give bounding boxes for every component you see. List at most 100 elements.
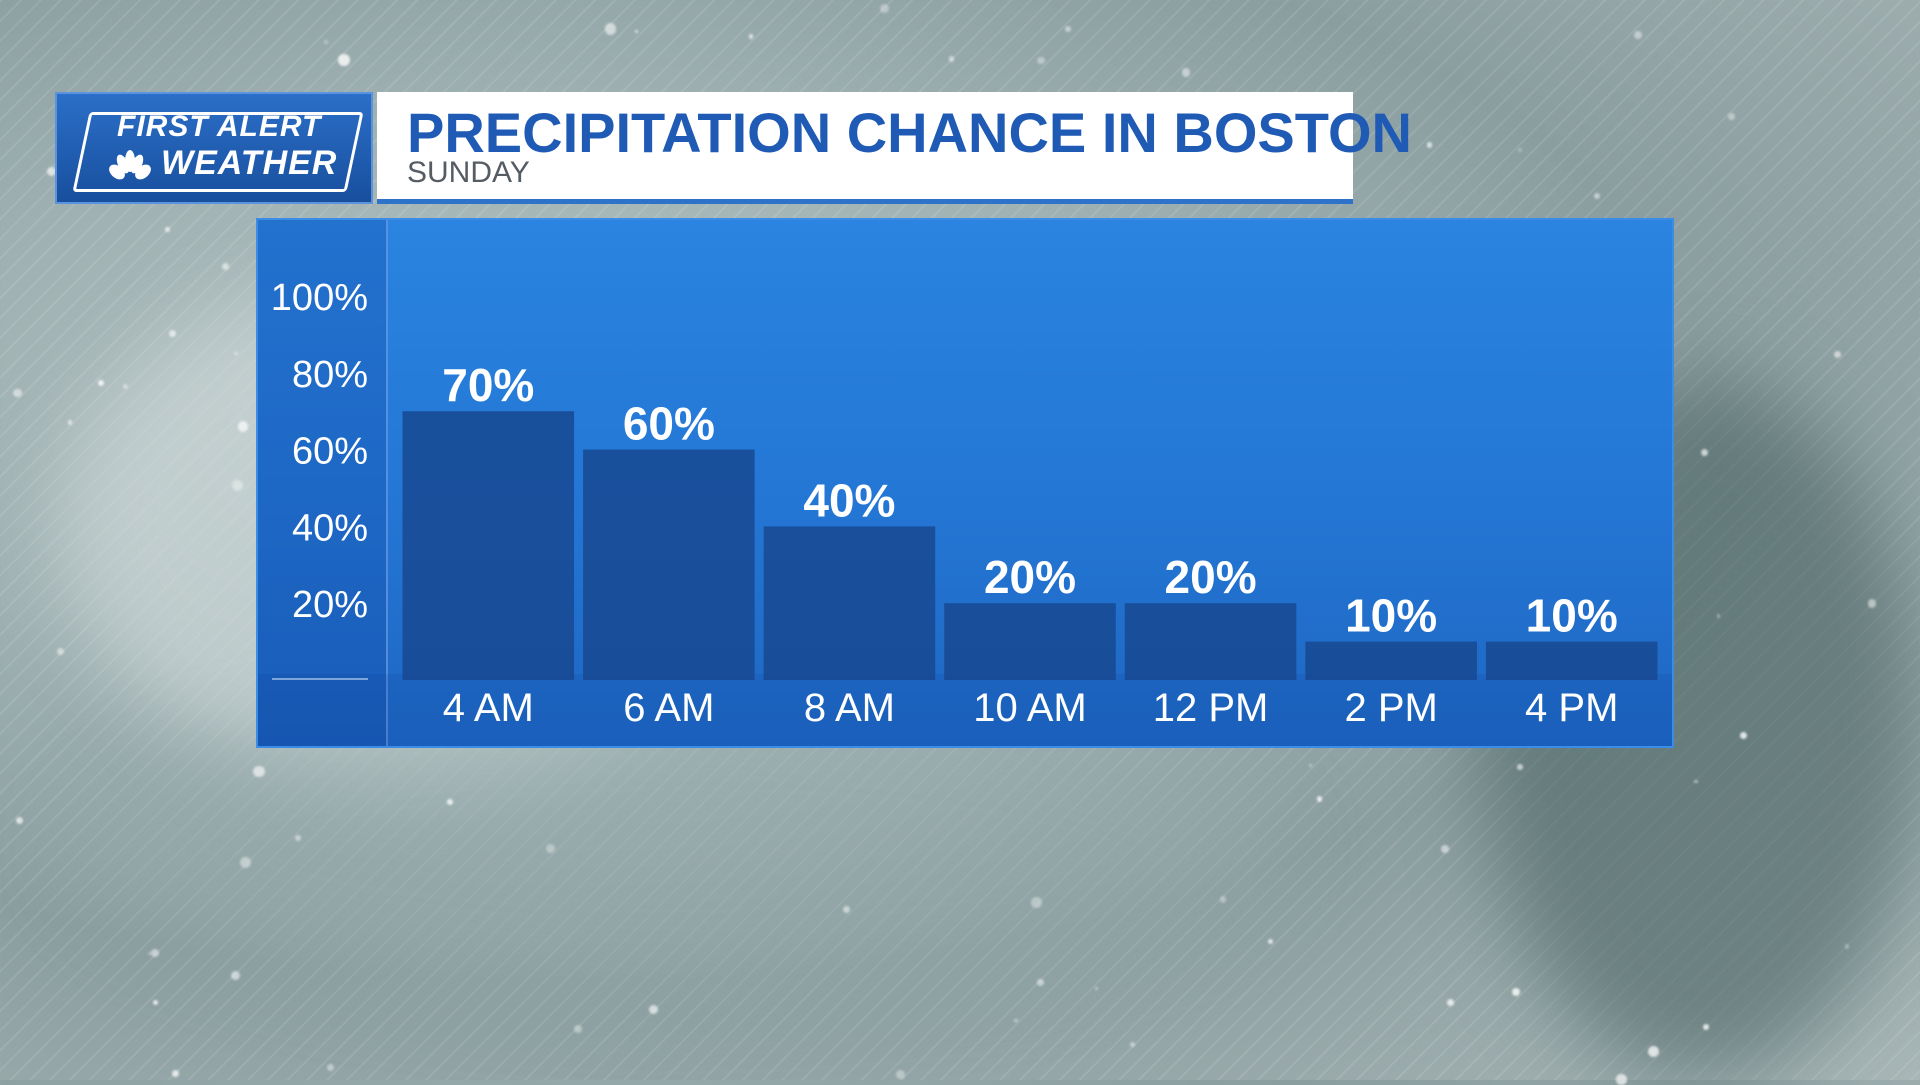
- bar: [763, 526, 936, 680]
- title-banner: PRECIPITATION CHANCE IN BOSTON SUNDAY: [377, 92, 1412, 204]
- snowflake: [1013, 1018, 1018, 1023]
- snowflake: [1648, 1045, 1660, 1058]
- snowflake: [1219, 895, 1227, 903]
- snowflake: [648, 1004, 658, 1015]
- snowflake: [1517, 147, 1523, 153]
- snowflake: [1447, 998, 1455, 1006]
- snowflake: [165, 227, 170, 232]
- snowflake: [230, 970, 240, 980]
- snowflake: [123, 384, 129, 390]
- snowflake: [237, 421, 249, 432]
- data-label: 20%: [984, 551, 1076, 603]
- snowflake: [231, 479, 244, 492]
- snowflake: [880, 3, 889, 13]
- bar: [583, 449, 755, 680]
- snowflake: [1867, 599, 1877, 609]
- bar: [1485, 641, 1658, 680]
- snowflake: [323, 40, 328, 45]
- snowflake: [56, 648, 64, 656]
- snowflake: [546, 843, 556, 853]
- snowflake: [1181, 67, 1191, 77]
- snowflake: [1634, 31, 1642, 40]
- chart-panel: 20% 40% 60% 80% 100% 70% 4 AM 60% 6 AM 40% 8 AM 20%…: [256, 218, 1674, 748]
- snowflake: [1426, 142, 1433, 148]
- snowflake: [240, 856, 252, 868]
- logo-line2: WEATHER: [161, 144, 338, 182]
- snowflake: [1740, 732, 1748, 740]
- snowflake: [221, 263, 229, 271]
- page-title: PRECIPITATION CHANCE IN BOSTON: [407, 101, 1412, 164]
- data-label: 10%: [1345, 590, 1437, 642]
- x-tick-label: 12 PM: [1153, 686, 1269, 730]
- snowflake: [842, 905, 850, 913]
- snowflake: [573, 1024, 582, 1034]
- bar: [402, 411, 575, 680]
- snowflake: [1844, 944, 1850, 949]
- data-label: 10%: [1526, 590, 1618, 642]
- snowflake: [1031, 897, 1042, 908]
- snowflake: [1594, 192, 1601, 199]
- snowflake: [1129, 1041, 1135, 1048]
- x-axis-band: [258, 674, 1672, 746]
- x-tick-label: 6 AM: [623, 686, 714, 730]
- first-alert-weather-logo: FIRST ALERT WEATHER: [55, 92, 373, 204]
- snowflake: [234, 351, 238, 356]
- snowflake: [748, 34, 754, 39]
- bar: [1305, 641, 1477, 680]
- snowflake: [634, 29, 639, 34]
- logo-line1: FIRST ALERT: [117, 110, 322, 143]
- snowflake: [67, 420, 73, 425]
- snowflake: [1308, 763, 1312, 767]
- snowflake: [1036, 978, 1045, 987]
- snowflake: [1064, 26, 1071, 32]
- snowflake: [1094, 986, 1098, 990]
- snowflake: [1267, 939, 1273, 945]
- snowflake: [13, 388, 22, 397]
- snowflake: [1701, 448, 1709, 457]
- snowflake: [46, 166, 57, 177]
- snowflake: [1702, 1023, 1710, 1031]
- page-subtitle: SUNDAY: [407, 156, 530, 189]
- snowflake: [152, 1000, 159, 1006]
- snowflake: [150, 949, 160, 958]
- bar: [1124, 603, 1297, 680]
- snowflake: [253, 765, 265, 778]
- snowflake: [169, 329, 177, 337]
- y-tick-label: 100%: [271, 277, 368, 319]
- y-axis-column: [258, 220, 388, 746]
- snowflake: [604, 23, 617, 35]
- snowflake: [1316, 796, 1323, 802]
- snowflake: [171, 1069, 179, 1077]
- background-blur-mid: [80, 700, 1280, 1000]
- snowflake: [338, 54, 350, 66]
- snowflake: [896, 1069, 906, 1079]
- snowflake: [1833, 350, 1841, 358]
- peacock-icon: [109, 150, 151, 180]
- y-tick-label: 80%: [292, 354, 368, 396]
- bar: [944, 603, 1116, 680]
- data-label: 60%: [623, 398, 715, 450]
- x-tick-label: 2 PM: [1344, 686, 1437, 730]
- snowflake: [447, 799, 453, 805]
- snowflake: [1037, 56, 1045, 64]
- x-tick-label: 8 AM: [804, 686, 895, 730]
- bar-chart: 20% 40% 60% 80% 100% 70% 4 AM 60% 6 AM 40% 8 AM 20%…: [271, 277, 1658, 730]
- snowflake: [294, 834, 302, 841]
- x-tick-label: 4 AM: [443, 686, 534, 730]
- snowflake: [97, 379, 104, 387]
- y-tick-label: 20%: [292, 584, 368, 626]
- snowflake: [948, 56, 955, 62]
- y-tick-label: 60%: [292, 431, 368, 473]
- snowflake: [327, 1064, 335, 1072]
- snowflake: [1517, 764, 1523, 770]
- snowflake: [1694, 779, 1698, 784]
- snowflake: [1716, 613, 1721, 618]
- snowflake: [1728, 113, 1736, 120]
- snowflake: [148, 951, 152, 956]
- snowflake: [1441, 845, 1449, 853]
- x-tick-label: 10 AM: [973, 686, 1086, 730]
- data-label: 20%: [1165, 551, 1257, 603]
- data-label: 40%: [803, 474, 895, 526]
- x-tick-label: 4 PM: [1525, 686, 1618, 730]
- snowflake: [16, 816, 24, 824]
